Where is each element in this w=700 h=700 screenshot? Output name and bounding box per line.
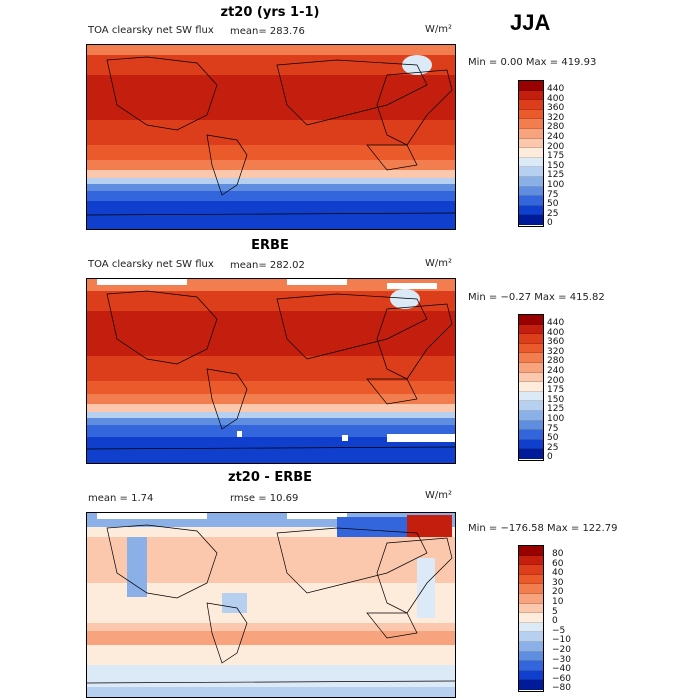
panel-1-colorbar-label: 125 <box>547 170 565 180</box>
panel-1-units: W/m² <box>425 24 453 35</box>
panel-1-map <box>86 44 456 230</box>
panel-3-colorbar-label: −10 <box>552 635 571 645</box>
panel-1-colorbar-label: 50 <box>547 199 559 209</box>
panel-3-colorbar-label: −60 <box>552 674 571 684</box>
panel-2-colorbar-label: 240 <box>547 366 565 376</box>
panel-1-colorbar-label: 150 <box>547 161 565 171</box>
panel-1-minmax: Min = 0.00 Max = 419.93 <box>468 57 597 68</box>
panel-3-minmax: Min = −176.58 Max = 122.79 <box>468 523 618 534</box>
panel-1-mean: mean= 283.76 <box>230 26 305 37</box>
panel-2-title: ERBE <box>251 238 289 253</box>
panel-1-field-label: TOA clearsky net SW flux <box>88 25 214 36</box>
panel-1-map-field <box>87 45 455 229</box>
panel-1-colorbar-label: 240 <box>547 132 565 142</box>
panel-1-colorbar-label: 320 <box>547 113 565 123</box>
panel-2-colorbar-label: 150 <box>547 395 565 405</box>
panel-2-colorbar-label: 440 <box>547 318 565 328</box>
panel-2-colorbar-label: 175 <box>547 385 565 395</box>
panel-3-colorbar-label: −40 <box>552 664 571 674</box>
panel-1-colorbar-label: 75 <box>547 190 559 200</box>
panel-3-colorbar-label: 30 <box>552 578 564 588</box>
panel-1-colorbar-label: 0 <box>547 218 553 228</box>
panel-2-units: W/m² <box>425 258 453 269</box>
panel-1-colorbar-label: 280 <box>547 122 565 132</box>
panel-3-map <box>86 512 456 698</box>
panel-2-colorbar-label: 320 <box>547 347 565 357</box>
panel-3-colorbar-label: −5 <box>552 626 566 636</box>
panel-2-colorbar-label: 280 <box>547 356 565 366</box>
panel-2-map-field <box>87 279 455 463</box>
panel-2-map <box>86 278 456 464</box>
panel-1-colorbar-label: 200 <box>547 142 565 152</box>
panel-3-colorbar-label: 80 <box>552 549 564 559</box>
panel-2-colorbar-label: 25 <box>547 443 559 453</box>
season-label: JJA <box>510 10 551 35</box>
panel-2-colorbar-label: 400 <box>547 328 565 338</box>
panel-3-rmse: rmse = 10.69 <box>230 493 299 504</box>
panel-2-colorbar-label: 100 <box>547 414 565 424</box>
panel-1-colorbar <box>518 80 544 227</box>
panel-1-title: zt20 (yrs 1-1) <box>220 5 320 20</box>
panel-2-minmax: Min = −0.27 Max = 415.82 <box>468 292 605 303</box>
panel-2-colorbar-label: 125 <box>547 404 565 414</box>
panel-3-colorbar-label: −20 <box>552 645 571 655</box>
panel-2-field-label: TOA clearsky net SW flux <box>88 259 214 270</box>
panel-2-colorbar <box>518 314 544 461</box>
panel-3-mean: mean = 1.74 <box>88 493 154 504</box>
panel-1-colorbar-label: 25 <box>547 209 559 219</box>
panel-1-colorbar-label: 100 <box>547 180 565 190</box>
panel-1-colorbar-label: 400 <box>547 94 565 104</box>
panel-3-colorbar-label: −80 <box>552 683 571 693</box>
panel-3-colorbar-label: −30 <box>552 655 571 665</box>
panel-3-title: zt20 - ERBE <box>228 470 312 485</box>
panel-3-units: W/m² <box>425 490 453 501</box>
panel-3-map-field <box>87 513 455 697</box>
panel-1-colorbar-label: 175 <box>547 151 565 161</box>
panel-2-colorbar-label: 0 <box>547 452 553 462</box>
panel-3-colorbar-label: 5 <box>552 607 558 617</box>
panel-2-colorbar-label: 360 <box>547 337 565 347</box>
panel-3-colorbar-label: 0 <box>552 616 558 626</box>
panel-3-colorbar-label: 20 <box>552 587 564 597</box>
panel-3-colorbar-label: 40 <box>552 568 564 578</box>
panel-3-colorbar <box>518 545 544 692</box>
panel-2-colorbar-label: 200 <box>547 376 565 386</box>
panel-2-mean: mean= 282.02 <box>230 260 305 271</box>
panel-3-colorbar-label: 10 <box>552 597 564 607</box>
panel-1-colorbar-label: 360 <box>547 103 565 113</box>
panel-1-colorbar-label: 440 <box>547 84 565 94</box>
panel-2-colorbar-label: 50 <box>547 433 559 443</box>
panel-3-colorbar-label: 60 <box>552 559 564 569</box>
panel-2-colorbar-label: 75 <box>547 424 559 434</box>
